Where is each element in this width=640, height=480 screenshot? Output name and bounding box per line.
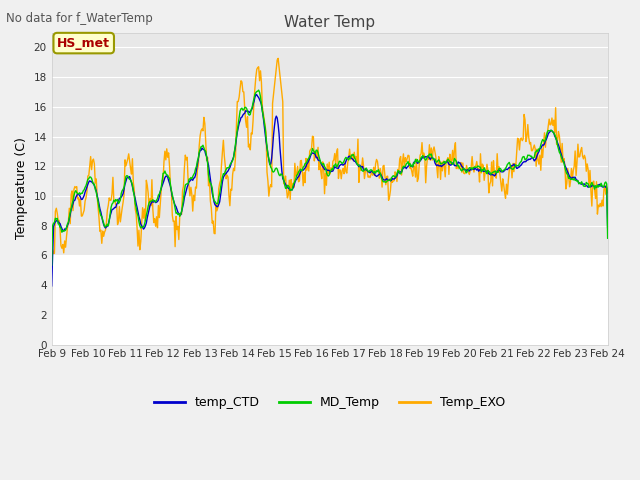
Title: Water Temp: Water Temp (284, 15, 375, 30)
Legend: temp_CTD, MD_Temp, Temp_EXO: temp_CTD, MD_Temp, Temp_EXO (149, 391, 510, 414)
Y-axis label: Temperature (C): Temperature (C) (15, 138, 28, 240)
Text: HS_met: HS_met (57, 36, 110, 49)
Bar (52, 255, 607, 345)
Text: No data for f_WaterTemp: No data for f_WaterTemp (6, 12, 153, 25)
